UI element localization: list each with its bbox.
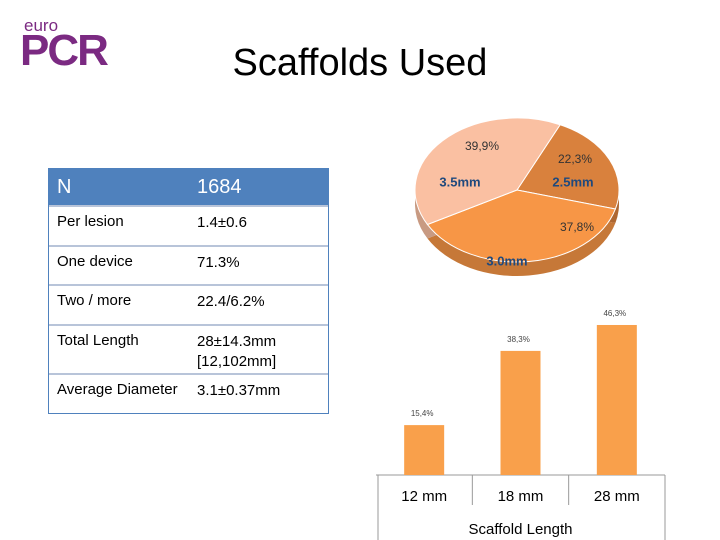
row-label: Total Length [57, 332, 139, 349]
row-value: 1.4±0.6 [197, 214, 247, 231]
table-row: One device 71.3% [49, 245, 328, 284]
x-tick-label: 18 mm [498, 488, 544, 505]
slice-value-label: 37,8% [560, 220, 594, 234]
table-row: Two / more 22.4/6.2% [49, 284, 328, 324]
table: N 1684 Per lesion 1.4±0.6 One device 71.3% Two… [48, 168, 329, 414]
bar [404, 425, 445, 475]
table-row: Per lesion 1.4±0.6 [49, 205, 328, 245]
table-row: Total Length 28±14.3mm [12,102mm] [49, 324, 328, 373]
logo-top: euro [24, 16, 59, 35]
bar-value-label: 38,3% [507, 335, 530, 344]
slice-label: 2.5mm [552, 174, 593, 189]
logo-main: PCR [20, 26, 109, 75]
x-tick-label: 12 mm [401, 488, 447, 505]
slice-label: 3.0mm [486, 253, 527, 268]
table-header: N 1684 [49, 169, 328, 205]
x-axis-label: Scaffold Length [469, 521, 573, 538]
bar-value-label: 46,3% [603, 309, 626, 318]
pie-slice [426, 189, 617, 263]
table-row: Average Diameter 3.1±0.37mm [49, 373, 328, 413]
slice-value-label: 22,3% [558, 152, 592, 166]
bar [596, 324, 637, 475]
slice-label: 3.5mm [439, 174, 480, 189]
row-label: Average Diameter [57, 381, 178, 398]
bar [500, 350, 541, 475]
row-value-line: [12,102mm] [197, 353, 277, 370]
row-value: 28±14.3mm [12,102mm] [197, 326, 328, 373]
row-label: Per lesion [57, 213, 124, 230]
slide-title: Scaffolds Used [232, 42, 488, 84]
header-cell: 1684 [197, 176, 242, 198]
pie-slice [516, 124, 620, 210]
slice-value-label: 39,9% [465, 139, 499, 153]
pie-slice [414, 117, 561, 226]
row-value: 3.1±0.37mm [197, 382, 281, 399]
row-label: Two / more [57, 292, 132, 309]
x-tick-label: 28 mm [594, 488, 640, 505]
bar-value-label: 15,4% [411, 409, 434, 418]
row-value: 71.3% [197, 254, 240, 271]
row-label: One device [57, 253, 133, 270]
row-value-line: 28±14.3mm [197, 333, 277, 350]
header-cell: N [57, 175, 72, 198]
row-value: 22.4/6.2% [197, 293, 265, 310]
